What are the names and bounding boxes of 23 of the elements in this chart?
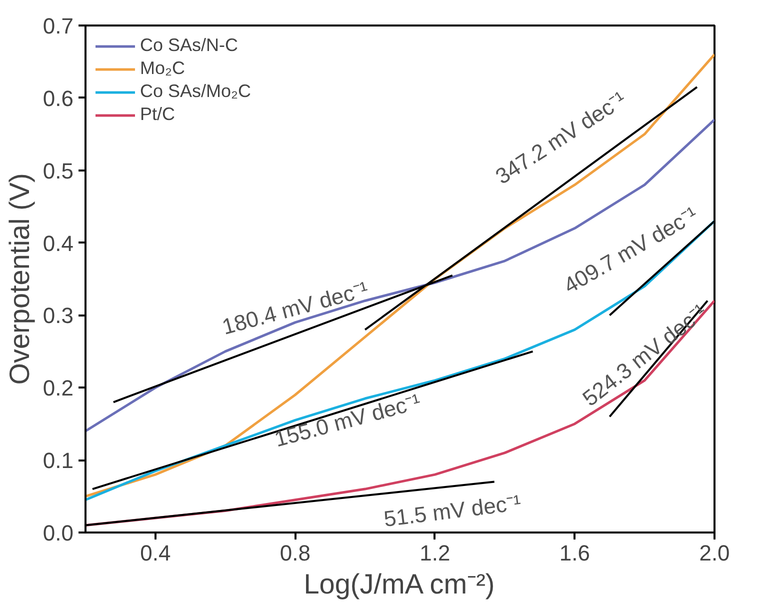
legend-label: Co SAs/N-C — [140, 35, 238, 56]
legend-label: Mo₂C — [140, 58, 185, 79]
legend-label: Pt/C — [140, 104, 176, 125]
x-tick-label: 2.0 — [699, 540, 730, 566]
y-tick-label: 0.6 — [42, 86, 74, 111]
x-tick-label: 1.6 — [559, 540, 590, 566]
x-axis-title: Log(J/mA cm⁻²) — [304, 568, 495, 600]
y-tick-label: 0.0 — [42, 520, 74, 546]
annotation: 155.0 mV dec⁻¹ — [272, 388, 424, 452]
x-tick-label: 0.4 — [140, 540, 171, 566]
legend-label: Co SAs/Mo₂C — [140, 81, 252, 102]
y-tick-label: 0.1 — [42, 448, 74, 474]
y-tick-label: 0.5 — [42, 158, 74, 184]
y-tick-label: 0.3 — [42, 303, 74, 328]
annotation: 51.5 mV dec⁻¹ — [382, 490, 522, 532]
x-tick-label: 0.8 — [280, 540, 310, 566]
y-tick-label: 0.2 — [42, 376, 74, 401]
y-tick-label: 0.7 — [42, 14, 74, 38]
annotation: 180.4 mV dec⁻¹ — [219, 276, 371, 340]
y-tick-label: 0.4 — [42, 230, 74, 256]
annotation: 409.7 mV dec⁻¹ — [559, 202, 702, 298]
y-axis-title: Overpotential (V) — [4, 173, 35, 385]
x-tick-label: 1.2 — [420, 540, 450, 566]
